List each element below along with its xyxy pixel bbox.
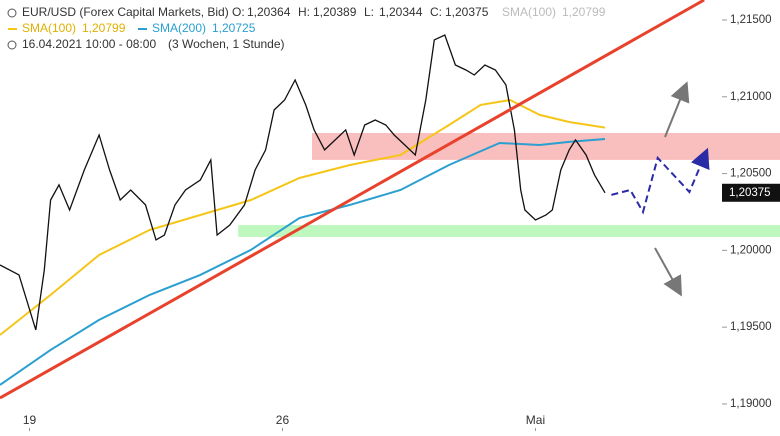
legend-name: SMA(100) — [502, 5, 556, 19]
ohlc-value: 1,20364 — [247, 5, 291, 19]
y-tick-label: 1,21500 — [730, 14, 772, 26]
sma-line — [0, 98, 606, 336]
header: EUR/USD (Forex Capital Markets, Bid) O: 1… — [7, 5, 606, 51]
x-tick-label: 26 — [276, 413, 290, 427]
down-arrow — [654, 247, 682, 297]
last-price-box — [722, 183, 780, 202]
forecast — [611, 147, 710, 215]
legend-value: 1,20725 — [212, 21, 256, 35]
y-tick-label: 1,20500 — [730, 168, 772, 180]
y-tick-label: 1,19500 — [730, 321, 772, 333]
legend-value: 1,20799 — [562, 5, 606, 19]
x-tick-label: 19 — [23, 413, 37, 427]
legend-value: 1,20799 — [82, 21, 126, 35]
legend-name: SMA(200) — [152, 21, 206, 35]
symbol: EUR/USD (Forex Capital Markets, Bid) — [22, 5, 229, 19]
resistance-band — [312, 133, 780, 160]
range: (3 Wochen, 1 Stunde) — [168, 37, 285, 51]
ohlc-label: L: — [364, 5, 374, 19]
symbol-icon — [7, 8, 17, 18]
ohlc-value: 1,20389 — [313, 5, 357, 19]
period: 16.04.2021 10:00 - 08:00 — [22, 37, 156, 51]
support-band — [238, 225, 780, 238]
ohlc-value: 1,20344 — [379, 5, 423, 19]
ohlc-value: 1,20375 — [445, 5, 489, 19]
sma-line — [0, 138, 606, 386]
trendline — [0, 0, 705, 400]
ohlc-label: C: — [430, 5, 442, 19]
y-tick-label: 1,20000 — [730, 244, 772, 256]
y-tick-label: 1,21000 — [730, 91, 772, 103]
y-tick-label: 1,19000 — [730, 398, 772, 410]
ohlc-label: H: — [298, 5, 310, 19]
up-arrow — [664, 81, 690, 138]
x-tick-label: Mai — [526, 413, 545, 427]
price-line — [0, 34, 606, 331]
last-price-label: 1,20375 — [729, 187, 771, 199]
ohlc-label: O: — [232, 5, 245, 19]
clock-icon — [7, 40, 17, 50]
legend-name: SMA(100) — [22, 21, 76, 35]
